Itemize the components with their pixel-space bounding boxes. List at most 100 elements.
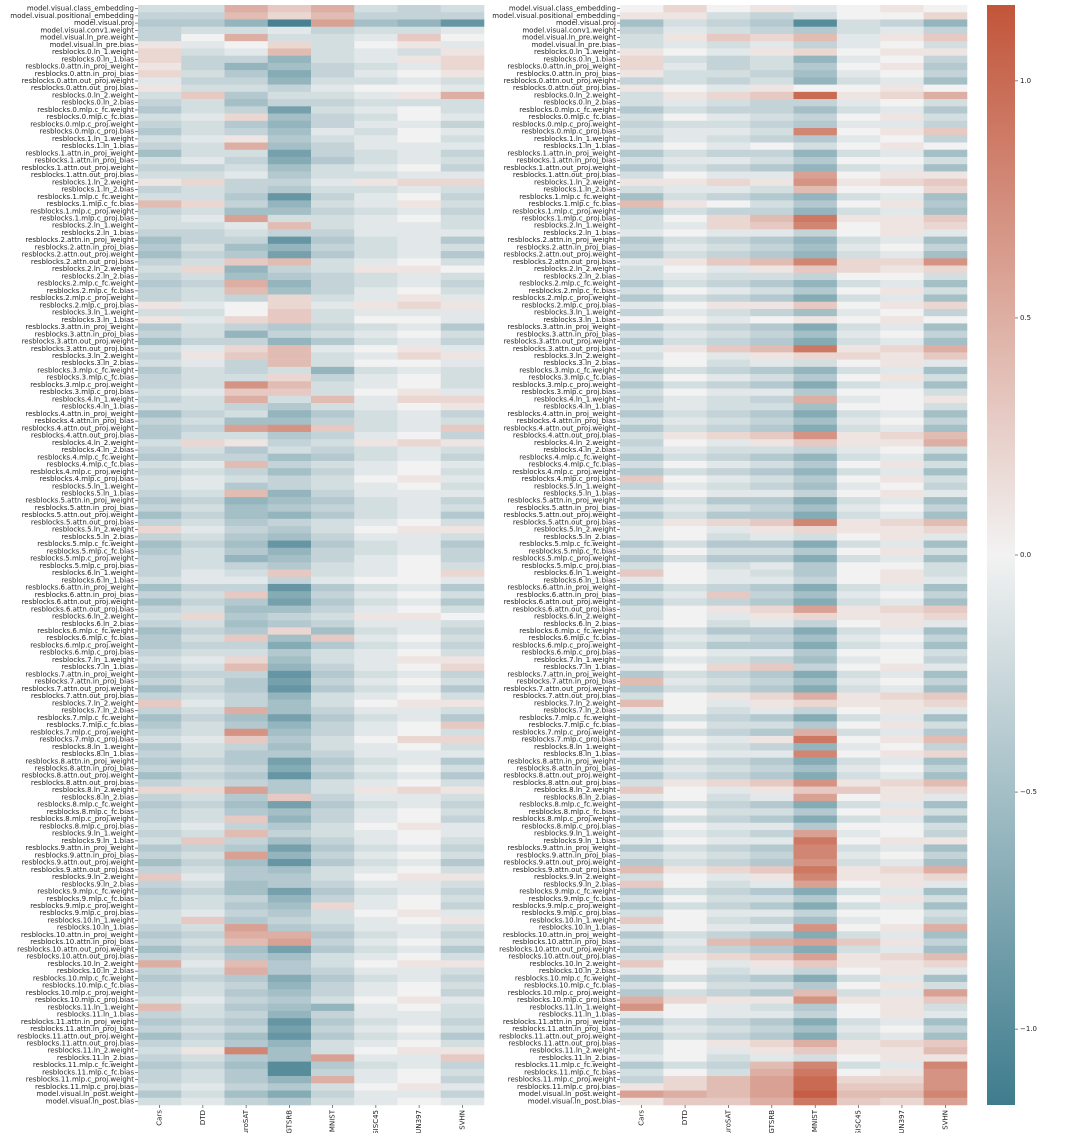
cell: [224, 880, 269, 889]
y-tick-label: resblocks.0.mlp.c_fc.bias: [47, 113, 135, 121]
cell: [138, 504, 182, 512]
cell: [181, 381, 225, 389]
cell: [138, 453, 182, 462]
y-tick-label: resblocks.3.attn.in_proj_weight: [507, 323, 616, 331]
cell: [793, 316, 838, 324]
cell: [354, 670, 398, 679]
cell: [750, 164, 794, 172]
cell: [880, 873, 924, 881]
y-tick-label: resblocks.8.attn.out_proj.weight: [22, 772, 135, 780]
cell: [836, 555, 881, 563]
cell: [311, 938, 355, 947]
y-tick-label: model.visual.ln_post.weight: [37, 1090, 135, 1098]
cell: [750, 178, 794, 187]
cell: [354, 830, 398, 838]
cell: [311, 1039, 355, 1048]
cell: [836, 26, 881, 35]
cell: [923, 902, 968, 910]
cell: [923, 685, 968, 693]
cell: [440, 887, 485, 896]
cell: [923, 48, 968, 56]
cell: [923, 822, 968, 831]
cell: [354, 352, 398, 360]
cell: [181, 555, 225, 563]
y-tick-label: resblocks.11.attn.out_proj.bias: [26, 1039, 134, 1047]
cell: [620, 706, 664, 715]
cell: [354, 547, 398, 556]
cell: [750, 808, 794, 816]
cell: [397, 120, 442, 129]
cell: [706, 41, 751, 49]
cell: [354, 381, 398, 389]
cell: [880, 670, 924, 679]
cell: [663, 808, 708, 816]
cell: [793, 837, 838, 845]
cell: [750, 214, 794, 223]
cell: [836, 728, 881, 737]
cell: [440, 251, 485, 259]
cell: [750, 345, 794, 353]
y-tick-label: resblocks.1.ln_2.weight: [534, 178, 616, 186]
cell: [880, 960, 924, 968]
y-tick-label: resblocks.11.ln_1.bias: [539, 1011, 616, 1019]
y-tick-label: resblocks.8.ln_2.weight: [534, 786, 616, 794]
cell: [750, 1068, 794, 1077]
cell: [706, 222, 751, 230]
cell: [181, 895, 225, 903]
cell: [663, 156, 708, 165]
cell: [181, 460, 225, 469]
cell: [663, 750, 708, 758]
y-tick-label: resblocks.7.ln_2.bias: [543, 707, 616, 715]
cell: [440, 468, 485, 476]
cell: [354, 583, 398, 592]
cell: [311, 772, 355, 780]
cell: [836, 128, 881, 136]
cell: [440, 280, 485, 288]
cell: [397, 815, 442, 824]
cell: [836, 301, 881, 310]
cell: [397, 91, 442, 100]
cell: [836, 685, 881, 693]
cell: [706, 431, 751, 440]
cell: [354, 207, 398, 216]
cell: [181, 316, 225, 324]
cell: [311, 280, 355, 288]
cell: [923, 547, 968, 556]
cell: [440, 678, 485, 686]
cell: [311, 916, 355, 925]
cell: [311, 70, 355, 78]
cell: [138, 670, 182, 679]
cell: [706, 460, 751, 469]
cell: [836, 381, 881, 389]
cell: [620, 468, 664, 476]
cell: [836, 359, 881, 368]
y-tick-label: resblocks.9.ln_2.weight: [52, 873, 134, 881]
cell: [750, 953, 794, 961]
cell: [224, 540, 269, 549]
cell: [440, 692, 485, 701]
cell: [620, 12, 664, 20]
cell: [836, 605, 881, 614]
cell: [750, 699, 794, 708]
cell: [138, 142, 182, 151]
y-tick-label: resblocks.8.attn.out_proj.bias: [513, 779, 617, 787]
cell: [793, 460, 838, 469]
cell: [138, 627, 182, 635]
cell: [138, 5, 182, 13]
cell: [880, 1054, 924, 1062]
cell: [397, 634, 442, 643]
cell: [793, 764, 838, 773]
cell: [181, 562, 225, 570]
cell: [793, 670, 838, 679]
cell: [750, 128, 794, 136]
cell: [354, 164, 398, 172]
x-tick-label: Cars: [638, 1110, 646, 1126]
cell: [750, 1003, 794, 1012]
cell: [880, 663, 924, 672]
cell: [620, 598, 664, 606]
cell: [793, 540, 838, 549]
cell: [311, 41, 355, 49]
cell: [181, 714, 225, 722]
y-tick-label: resblocks.4.attn.in_proj_bias: [35, 417, 135, 425]
cell: [440, 547, 485, 556]
